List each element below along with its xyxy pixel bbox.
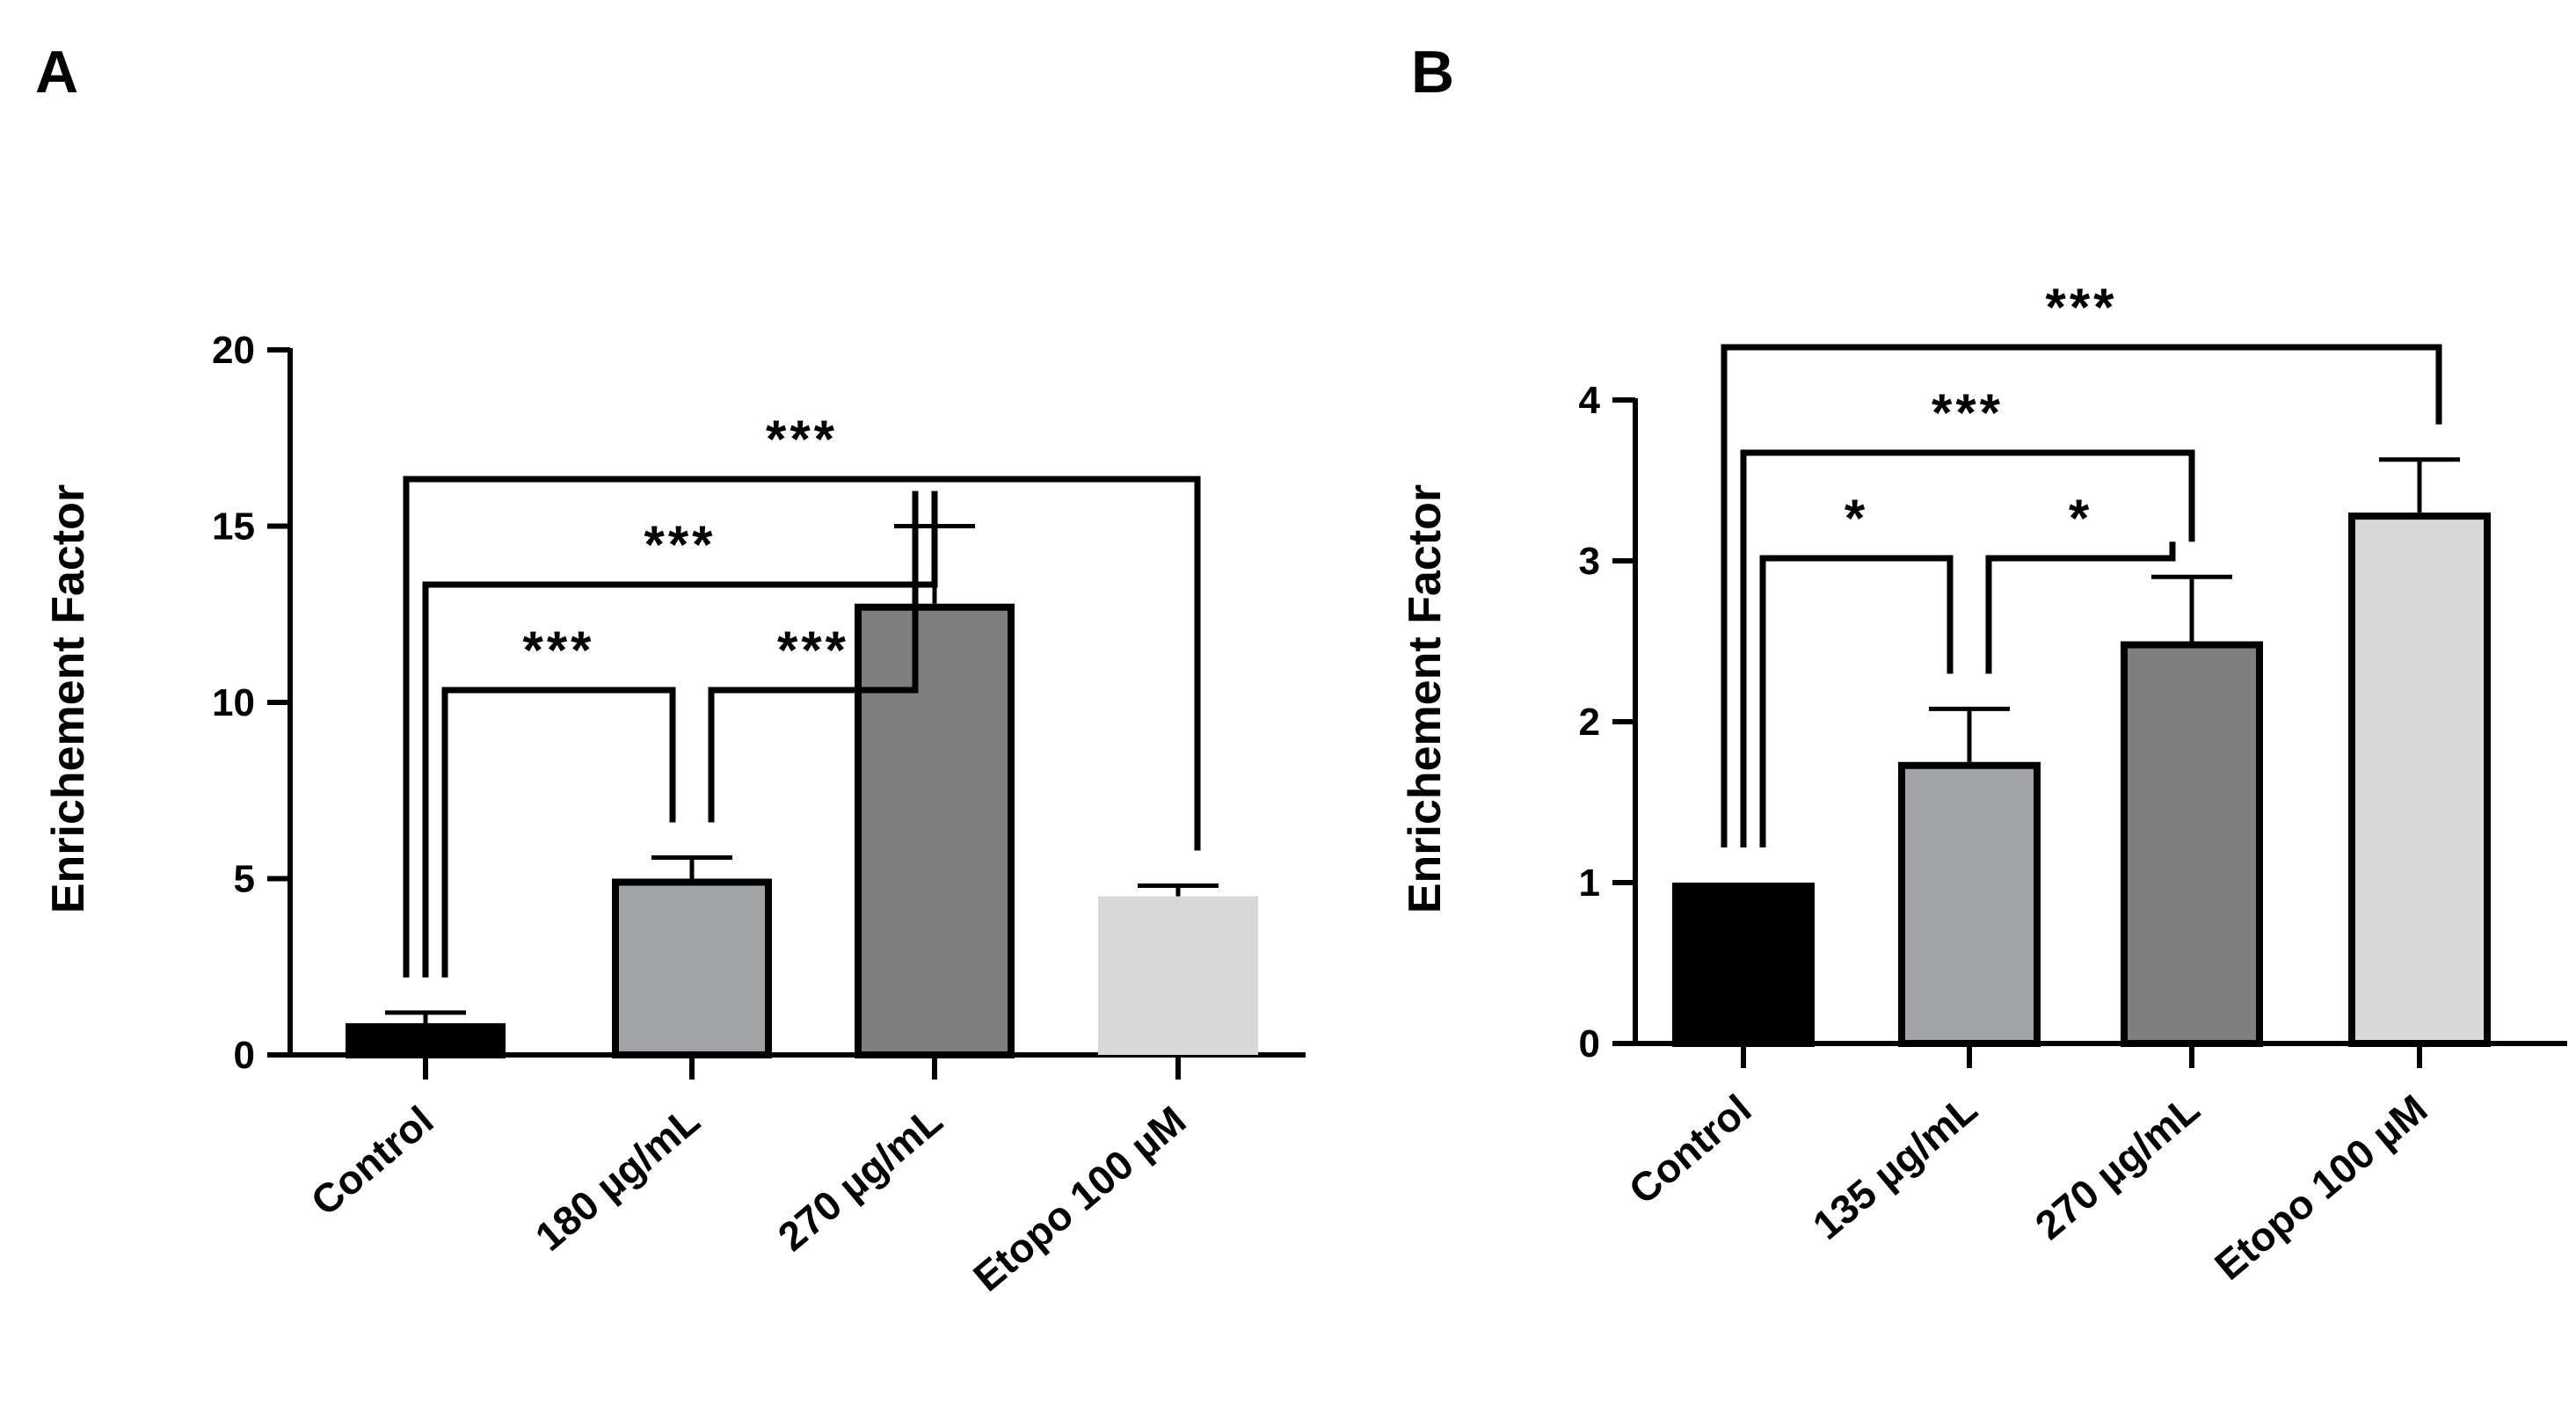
panel-letter-b: B: [1411, 39, 1454, 105]
significance-label: ***: [777, 621, 849, 680]
significance-label: *: [1845, 489, 1868, 548]
significance-bracket: [403, 476, 1201, 978]
significance-bracket: [708, 491, 919, 823]
y-tick-label: 20: [212, 329, 255, 372]
panel-b: B Enrichement Factor 0 1 2 3 4 Control 135 µg/…: [1400, 39, 2567, 1289]
y-tick-label: 4: [1579, 379, 1601, 422]
significance-bracket: [1721, 344, 2442, 847]
category-label: 270 µg/mL: [2027, 1086, 2208, 1248]
y-tick-label: 0: [234, 1034, 255, 1077]
y-tick-label: 15: [212, 505, 255, 549]
significance-bracket: [1740, 449, 2195, 847]
category-label: 135 µg/mL: [1804, 1086, 1985, 1248]
y-axis-title-b: Enrichement Factor: [1400, 484, 1451, 913]
category-label: Etopo 100 µM: [964, 1097, 1194, 1300]
significance-label: ***: [2045, 278, 2117, 337]
significance-bracket: [422, 491, 938, 978]
y-axis-title-a: Enrichement Factor: [43, 484, 94, 913]
significance-bracket: [441, 687, 676, 978]
y-tick-label: 2: [1579, 701, 1600, 744]
panel-letter-a: A: [35, 39, 78, 105]
panel-a: A Enrichement Factor 0 5 10 15 20 Control 180 …: [35, 39, 1306, 1300]
significance-bracket: [1985, 542, 2176, 674]
bar: [2121, 641, 2263, 1047]
y-tick-label: 0: [1579, 1022, 1600, 1065]
significance-label: ***: [644, 515, 716, 574]
bar: [1672, 883, 1815, 1047]
y-tick-label: 10: [212, 681, 255, 724]
significance-label: *: [2069, 489, 2092, 548]
bar: [2348, 513, 2491, 1047]
significance-label: ***: [766, 410, 838, 469]
category-label: Control: [302, 1097, 442, 1225]
bar: [855, 603, 1015, 1058]
category-label: Etopo 100 µM: [2206, 1086, 2435, 1289]
category-label: 270 µg/mL: [769, 1097, 950, 1260]
bar: [1098, 896, 1258, 1055]
category-label: Control: [1620, 1086, 1760, 1213]
bar: [346, 1022, 506, 1059]
y-tick-label: 3: [1579, 540, 1600, 583]
bar: [612, 878, 772, 1058]
category-label: 180 µg/mL: [527, 1097, 708, 1260]
bar: [1898, 761, 2041, 1047]
significance-label: ***: [522, 621, 594, 680]
significance-bracket: [1759, 555, 1954, 847]
y-tick-label: 1: [1579, 862, 1600, 905]
significance-label: ***: [1932, 383, 2004, 442]
y-tick-label: 5: [234, 858, 255, 901]
